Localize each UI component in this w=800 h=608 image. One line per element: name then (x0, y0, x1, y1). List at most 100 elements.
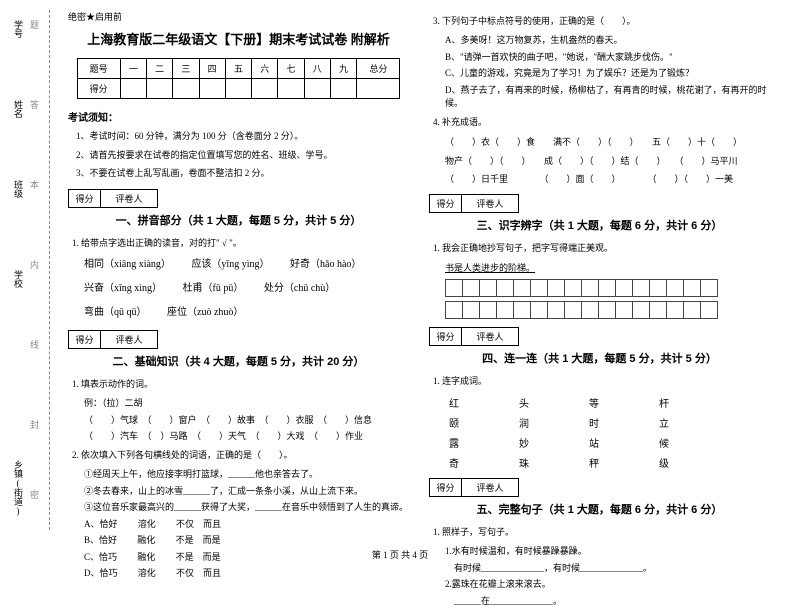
scorer-c2: 评卷人 (101, 190, 157, 207)
sec2-q1-r0: （ ）气球 （ ）窗户 （ ）故事 （ ）衣服 （ ）信息 (84, 414, 409, 428)
py-0-1: 应该（yīng yìng） (191, 256, 269, 274)
py-2-1: 座位（zuò zhuò） (167, 304, 243, 322)
sec4-title: 四、连一连（共 1 大题，每题 5 分，共计 5 分） (429, 350, 770, 366)
left-column: 绝密★启用前 上海教育版二年级语文【下册】期末考试试卷 附解析 题号 一 二 三… (58, 10, 419, 545)
py-0-0: 相同（xiāng xiàng） (84, 256, 171, 274)
opt-d: D、恰巧 溶化 不仅 而且 (84, 567, 409, 581)
scorer5-c1: 得分 (430, 479, 462, 496)
q4-r2: （ ）日千里 （ ）面（ ） （ ）（ ）一美 (445, 172, 770, 186)
scorer3-c2: 评卷人 (462, 195, 518, 212)
notice-1: 1、考试时间：60 分钟，满分为 100 分（含卷面分 2 分）。 (76, 130, 409, 144)
q3-b: B、"请弹一首欢快的曲子吧，"她说，"酬大家跳步伐伤。" (445, 51, 770, 65)
py-1-2: 处分（chǔ chù） (264, 280, 335, 298)
binding-sidebar: 学号 题 姓名 答 班级 本 学校 内 线 封 乡镇(街道) 密 (10, 10, 50, 530)
th-4: 四 (199, 59, 225, 79)
q4-r1: 物产（ ）（ ） 成（ ）（ ）结（ ） （ ）马平川 (445, 154, 770, 168)
scorer-box-3: 得分 评卷人 (429, 194, 519, 213)
sec1-title: 一、拼音部分（共 1 大题，每题 5 分，共计 5 分） (68, 212, 409, 228)
scorer2-c2: 评卷人 (101, 331, 157, 348)
th-10: 总分 (357, 59, 400, 79)
scorer-box-2: 得分 评卷人 (68, 330, 158, 349)
score-value-row: 得分 (77, 79, 400, 99)
th-6: 六 (252, 59, 278, 79)
notice-2: 2、请首先按要求在试卷的指定位置填写您的姓名、班级、学号。 (76, 149, 409, 163)
sec2-title: 二、基础知识（共 4 大题，每题 5 分，共计 20 分） (68, 353, 409, 369)
writing-grid-2 (445, 301, 770, 319)
sec2-q1: 1. 填表示动作的词。 (72, 377, 409, 391)
row2-label: 得分 (77, 79, 120, 99)
side-sep-4: 线 (28, 340, 41, 349)
score-header-row: 题号 一 二 三 四 五 六 七 八 九 总分 (77, 59, 400, 79)
sec3-q: 1. 我会正确地抄写句子，把字写得端正美观。 (433, 241, 770, 255)
q3-c: C、儿童的游戏，究竟是为了学习！为了娱乐？还是为了锻炼？ (445, 67, 770, 81)
sec2-q2-l0: ①经周天上午，他应接李明打篮球，______他也亲答去了。 (84, 468, 409, 482)
scorer-box-1: 得分 评卷人 (68, 189, 158, 208)
pinyin-row-1: 兴奋（xīng xìng） 杜甫（fǔ pǔ） 处分（chǔ chù） (84, 280, 409, 298)
th-3: 三 (173, 59, 199, 79)
notice-title: 考试须知： (68, 109, 409, 124)
pinyin-row-0: 相同（xiāng xiàng） 应该（yīng yìng） 好奇（hǎo hào… (84, 256, 409, 274)
sec2-q1-r1: （ ）汽车 （ ）马路 （ ）天气 （ ）大戏 （ ）作业 (84, 430, 409, 444)
side-sep-2: 本 (28, 180, 41, 189)
sec5-title: 五、完整句子（共 1 大题，每题 6 分，共计 6 分） (429, 501, 770, 517)
side-sep-3: 内 (28, 260, 41, 269)
side-sep-0: 题 (28, 20, 41, 29)
lian-1: 颐润时立 (449, 415, 770, 430)
side-label-xuehao: 学号 (12, 20, 25, 38)
lian-3: 奇珠秤级 (449, 455, 770, 470)
py-2-0: 弯曲（qǔ qū） (84, 304, 147, 322)
paper-title: 上海教育版二年级语文【下册】期末考试试卷 附解析 (68, 29, 409, 48)
scorer4-c2: 评卷人 (462, 328, 518, 345)
side-sep-5: 封 (28, 420, 41, 429)
sec5-l1: 有时候______________，有时候______________。 (445, 562, 770, 576)
scorer5-c2: 评卷人 (462, 479, 518, 496)
sec5-l3: ______在______________。 (445, 595, 770, 608)
notice-3: 3、不要在试卷上乱写乱画，卷面不整洁扣 2 分。 (76, 167, 409, 181)
q4-r0: （ ）衣（ ）食 满不（ ）（ ） 五（ ）十（ ） (445, 135, 770, 149)
confidential-label: 绝密★启用前 (68, 10, 409, 23)
side-label-xuexiao: 学校 (12, 270, 25, 288)
sec2-q2: 2. 依次填入下列各句横线处的词语，正确的是（ ）。 (72, 448, 409, 462)
th-0: 题号 (77, 59, 120, 79)
th-5: 五 (225, 59, 251, 79)
q3-a: A、多美呀！这万物复苏，生机盎然的春天。 (445, 34, 770, 48)
r-q3: 3. 下列句子中标点符号的使用，正确的是（ ）。 (433, 14, 770, 28)
sec3-line: 书是人类进步的阶梯。 (445, 262, 770, 276)
sec2-q1ex: 例：（拉）二胡 (84, 397, 409, 411)
r-q4: 4. 补充成语。 (433, 115, 770, 129)
lian-2: 露妙站候 (449, 435, 770, 450)
scorer-box-5: 得分 评卷人 (429, 478, 519, 497)
q3-d: D、燕子去了，有再来的时候，杨柳枯了，有再青的时候，桃花谢了，有再开的时候。 (445, 84, 770, 111)
pinyin-row-2: 弯曲（qǔ qū） 座位（zuò zhuò） (84, 304, 409, 322)
opt-a: A、恰好 溶化 不仅 而且 (84, 518, 409, 532)
sec5-l2: 2.露珠在花瓣上滚来滚去。 (445, 578, 770, 592)
th-8: 八 (304, 59, 330, 79)
side-label-xiangzhen: 乡镇(街道) (12, 460, 25, 516)
lian-0: 红头等杆 (449, 395, 770, 410)
scorer3-c1: 得分 (430, 195, 462, 212)
th-2: 二 (146, 59, 172, 79)
side-label-xingming: 姓名 (12, 100, 25, 118)
th-1: 一 (120, 59, 146, 79)
side-label-banji: 班级 (12, 180, 25, 198)
sec2-q2-l2: ③这位音乐家最高兴的______获得了大奖，______在音乐中领悟到了人生的真… (84, 501, 409, 515)
opt-b: B、恰好 融化 不是 而是 (84, 534, 409, 548)
sec5-q: 1. 照样子，写句子。 (433, 525, 770, 539)
scorer-c1: 得分 (69, 190, 101, 207)
writing-grid-1 (445, 279, 770, 297)
sec1-q: 1. 给带点字选出正确的读音，对的打" √ "。 (72, 236, 409, 250)
page-footer: 第 1 页 共 4 页 (0, 548, 800, 561)
th-9: 九 (330, 59, 356, 79)
right-column: 3. 下列句子中标点符号的使用，正确的是（ ）。 A、多美呀！这万物复苏，生机盎… (419, 10, 780, 545)
py-1-1: 杜甫（fǔ pǔ） (183, 280, 244, 298)
th-7: 七 (278, 59, 304, 79)
sec2-q2-l1: ②冬去春来，山上的冰雪______了，汇成一条条小溪，从山上流下来。 (84, 485, 409, 499)
sec4-q: 1. 连字成词。 (433, 374, 770, 388)
py-1-0: 兴奋（xīng xìng） (84, 280, 162, 298)
side-sep-6: 密 (28, 490, 41, 499)
scorer4-c1: 得分 (430, 328, 462, 345)
score-table: 题号 一 二 三 四 五 六 七 八 九 总分 得分 (77, 58, 401, 99)
side-sep-1: 答 (28, 100, 41, 109)
scorer-box-4: 得分 评卷人 (429, 327, 519, 346)
sec3-title: 三、识字辨字（共 1 大题，每题 6 分，共计 6 分） (429, 217, 770, 233)
